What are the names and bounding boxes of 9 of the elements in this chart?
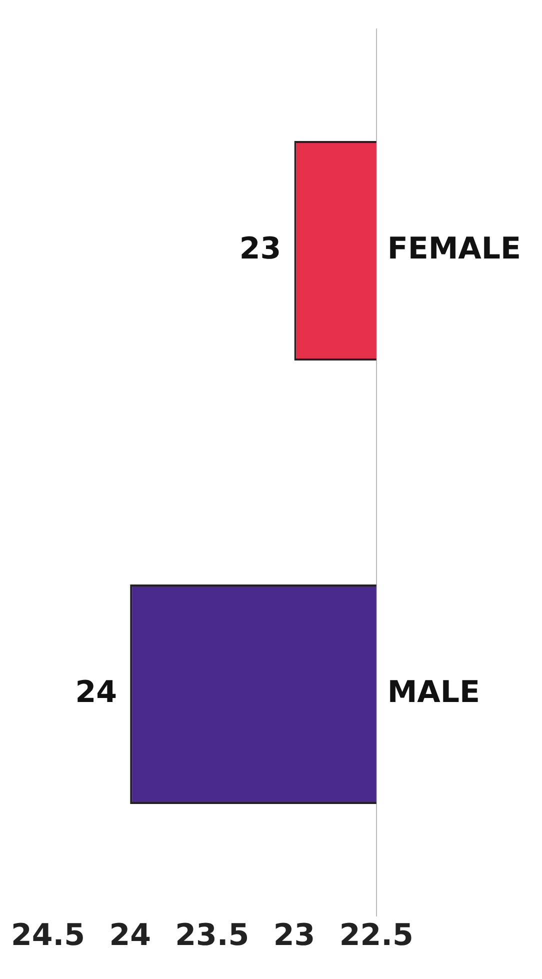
y-tick-label: FEMALE: [387, 232, 522, 267]
x-tick-label: 22.5: [339, 918, 414, 953]
x-tick-label: 23: [273, 918, 316, 953]
y-tick-label: MALE: [387, 675, 480, 710]
x-tick-label: 24.5: [10, 918, 86, 953]
data-label: 23: [239, 232, 282, 267]
data-label: 24: [75, 675, 117, 710]
x-tick-label: 23.5: [175, 918, 250, 953]
x-tick-label: 24: [109, 918, 151, 953]
